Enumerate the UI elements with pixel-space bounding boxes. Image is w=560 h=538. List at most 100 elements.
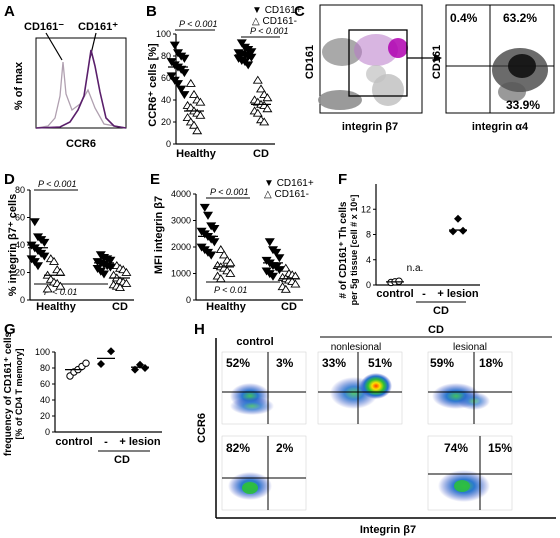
pvalue-b2: P < 0.001	[250, 26, 288, 36]
panel-letter-h: H	[194, 321, 205, 338]
f-xcat-minus: -	[422, 288, 426, 300]
panel-a-xlabel: CCR6	[66, 138, 96, 150]
panel-d-ylabel: % integrin β7⁺ cells	[7, 194, 19, 296]
data-point	[206, 251, 217, 260]
pvalue-e1: P < 0.001	[210, 187, 248, 197]
panel-letter-f: F	[338, 171, 347, 188]
y-tick-label: 20	[15, 268, 25, 278]
y-tick-label: 0	[186, 295, 191, 305]
h-lesional-label: lesional	[453, 342, 487, 353]
data-point	[280, 284, 291, 293]
axes-g: 0 20 40 60 80 100	[35, 347, 162, 437]
data-point	[209, 225, 220, 234]
data-point	[39, 252, 50, 261]
data-point	[271, 248, 282, 257]
na-label: n.a.	[407, 263, 424, 274]
y-tick-label: 80	[40, 363, 50, 373]
flow-h-4: 82% 2%	[221, 435, 307, 511]
data-point	[252, 108, 263, 117]
data-point	[182, 112, 193, 121]
flow-dots-c2	[492, 48, 548, 102]
pvalue-d2: P < 0.01	[44, 287, 77, 297]
quad-c2-ul: 0.4%	[450, 11, 478, 25]
h2-ur: 51%	[368, 356, 392, 370]
data-point	[29, 218, 40, 227]
histogram-cd161-pos	[35, 49, 127, 129]
data-point	[267, 272, 279, 281]
legend-b-1: ▼ CD161+	[252, 5, 302, 16]
panel-b-ylabel: CCR6⁺ cells [%]	[147, 43, 159, 127]
data-point	[454, 214, 462, 223]
data-point	[188, 120, 200, 129]
data-point	[179, 54, 190, 63]
y-tick-label: 40	[161, 95, 171, 105]
panel-letter-c: C	[294, 3, 305, 20]
gate-c1	[348, 29, 408, 97]
data-point	[179, 69, 190, 78]
marks-g	[65, 347, 149, 380]
data-point	[280, 263, 291, 272]
data-point	[82, 359, 90, 367]
marks-e	[196, 203, 301, 293]
g-xcat-lesion: + lesion	[119, 436, 161, 448]
h2-ul: 33%	[322, 356, 346, 370]
y-tick-label: 3000	[171, 216, 191, 226]
data-point	[209, 238, 220, 247]
h1-ul: 52%	[226, 356, 250, 370]
quad-c2-lr: 33.9%	[506, 98, 540, 112]
data-point	[255, 84, 267, 93]
data-point	[259, 117, 270, 126]
g-xcat-control: control	[55, 436, 92, 448]
h1-ur: 3%	[276, 356, 294, 370]
h-cd-label: CD	[428, 324, 444, 336]
panel-letter-g: G	[4, 321, 16, 338]
data-point	[97, 360, 105, 368]
y-tick-label: 80	[15, 185, 25, 195]
panel-c-ylabel2: CD161	[431, 45, 443, 79]
data-point	[195, 97, 206, 106]
h3-ur: 18%	[479, 356, 503, 370]
y-tick-label: 80	[161, 51, 171, 61]
data-point	[192, 126, 203, 135]
panel-a-frame	[35, 37, 127, 129]
y-tick-label: 60	[161, 73, 171, 83]
data-point	[243, 61, 254, 70]
y-tick-label: 8	[366, 230, 371, 240]
cd161-neg-label: CD161⁻	[24, 21, 64, 33]
panel-g-ylabel1: frequency of CD161⁺ cells	[3, 331, 14, 456]
y-tick-label: 0	[166, 139, 171, 149]
g-xcat-minus: -	[104, 436, 108, 448]
data-point	[185, 78, 196, 87]
data-point	[225, 258, 236, 267]
data-point	[114, 282, 126, 292]
f-xcat-lesion: + lesion	[437, 288, 479, 300]
legend-e-2: △ CD161-	[264, 189, 309, 200]
panel-letter-d: D	[4, 171, 15, 188]
panel-letter-a: A	[4, 3, 15, 20]
data-point	[274, 254, 285, 263]
data-point	[264, 238, 275, 247]
data-point	[98, 270, 110, 279]
flow-h-3: 59% 18%	[427, 351, 513, 425]
h5-ur: 15%	[488, 441, 512, 455]
arrow-neg	[45, 32, 63, 61]
group-d-healthy: Healthy	[36, 301, 77, 313]
h4-ur: 2%	[276, 441, 294, 455]
data-point	[166, 72, 177, 81]
data-point	[172, 80, 184, 89]
data-point	[32, 262, 44, 271]
data-point	[39, 238, 50, 247]
h5-ul: 74%	[444, 441, 468, 455]
data-point	[262, 104, 273, 113]
y-tick-label: 40	[15, 240, 25, 250]
panel-f-ylabel1: # of CD161⁺ Th cells	[338, 201, 349, 298]
y-tick-label: 100	[156, 29, 171, 39]
data-point	[195, 110, 206, 119]
data-point	[121, 278, 132, 287]
y-tick-label: 12	[361, 204, 371, 214]
marks-d	[26, 218, 132, 293]
data-point	[141, 364, 149, 372]
y-tick-label: 20	[40, 411, 50, 421]
marks-f	[386, 214, 467, 287]
